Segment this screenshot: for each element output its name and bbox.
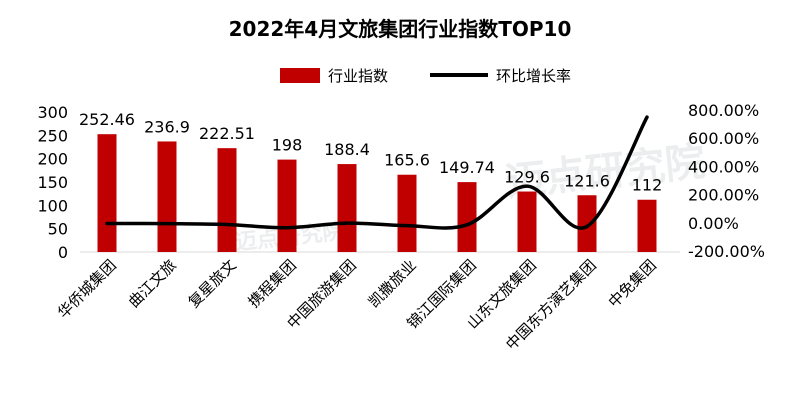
right-axis-ticks: -200.00% 0.00% 200.00% 400.00% 600.00% 800.00…	[688, 101, 765, 261]
left-axis-ticks: 0 50 100 150 200 250 300	[37, 103, 68, 262]
left-tick-label: 200	[37, 150, 68, 169]
legend-label-bar: 行业指数	[328, 67, 388, 85]
left-tick-label: 300	[37, 103, 68, 122]
bar	[277, 159, 297, 252]
category-label: 携程集团	[245, 256, 300, 311]
category-label: 复星旅文	[185, 256, 240, 311]
bar-data-label: 222.51	[199, 124, 255, 143]
category-label: 华侨城集团	[54, 256, 120, 322]
bar-data-label: 165.6	[384, 151, 430, 170]
right-tick-label: 0.00%	[688, 214, 739, 233]
chart-title: 2022年4月文旅集团行业指数TOP10	[229, 17, 572, 41]
legend: 行业指数 环比增长率	[280, 67, 571, 85]
right-tick-label: 400.00%	[688, 157, 759, 176]
bar-data-label: 112	[632, 176, 663, 195]
bar-data-label: 188.4	[324, 140, 370, 159]
bar	[157, 141, 177, 252]
bar-data-label: 129.6	[504, 168, 550, 187]
category-label: 曲江文旅	[125, 256, 180, 311]
legend-swatch-bar	[280, 68, 320, 83]
bar-data-labels: 252.46 236.9 222.51 198 188.4 165.6 149.74 129.…	[79, 110, 662, 195]
bar	[457, 182, 477, 252]
left-tick-label: 100	[37, 196, 68, 215]
legend-label-line: 环比增长率	[496, 67, 571, 85]
right-tick-label: -200.00%	[688, 242, 765, 261]
bar	[97, 134, 117, 252]
right-tick-label: 800.00%	[688, 101, 759, 120]
right-tick-label: 200.00%	[688, 186, 759, 205]
bar	[577, 195, 597, 252]
growth-rate-line	[105, 115, 649, 230]
bar	[337, 164, 357, 252]
bar-data-label: 149.74	[439, 158, 495, 177]
right-tick-label: 600.00%	[688, 129, 759, 148]
category-label: 凯撒旅业	[365, 256, 420, 311]
bar-data-label: 198	[272, 136, 303, 155]
bar	[637, 199, 657, 252]
bar	[517, 191, 537, 252]
bar	[397, 174, 417, 252]
bar	[217, 148, 237, 252]
left-tick-label: 0	[58, 243, 68, 262]
left-tick-label: 50	[48, 220, 68, 239]
category-label: 中免集团	[605, 256, 660, 311]
bar-data-label: 252.46	[79, 110, 135, 129]
left-tick-label: 250	[37, 126, 68, 145]
bar-data-label: 236.9	[144, 117, 190, 136]
left-tick-label: 150	[37, 173, 68, 192]
bar-data-label: 121.6	[564, 171, 610, 190]
